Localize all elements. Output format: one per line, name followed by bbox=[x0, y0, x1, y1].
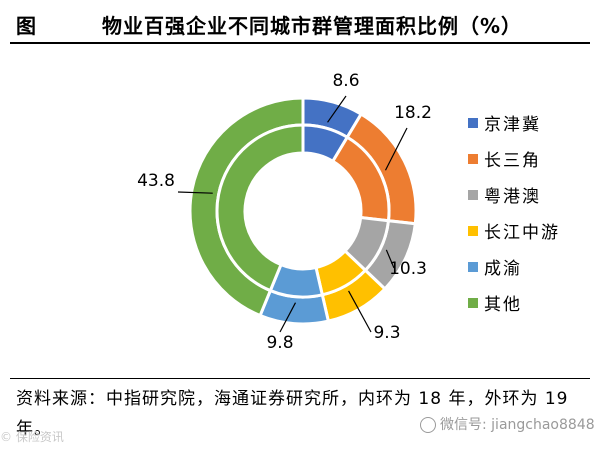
inner-ring-slice-5 bbox=[215, 123, 305, 293]
legend-label-0: 京津冀 bbox=[484, 115, 541, 135]
legend-swatch-4 bbox=[468, 262, 478, 272]
source-note: 资料来源：中指研究院，海通证券研究所，内环为 18 年，外环为 19 年。 bbox=[16, 389, 569, 439]
legend-item-3: 长江中游 bbox=[466, 214, 596, 250]
legend-label-4: 成渝 bbox=[484, 259, 522, 279]
data-label-3: 9.3 bbox=[373, 323, 400, 343]
legend-swatch-1 bbox=[468, 154, 478, 164]
leader-line-5 bbox=[177, 191, 213, 194]
chart-legend: 京津冀长三角粤港澳长江中游成渝其他 bbox=[466, 106, 596, 322]
legend-item-0: 京津冀 bbox=[466, 106, 596, 142]
leader-line-3 bbox=[348, 290, 372, 333]
legend-swatch-3 bbox=[468, 226, 478, 236]
legend-label-3: 长江中游 bbox=[484, 223, 560, 243]
title-divider bbox=[10, 42, 590, 44]
figure-title: 物业百强企业不同城市群管理面积比例（%） bbox=[102, 14, 523, 38]
figure-tag: 图 bbox=[16, 14, 38, 38]
legend-swatch-5 bbox=[468, 298, 478, 308]
data-label-5: 43.8 bbox=[137, 171, 175, 191]
legend-item-4: 成渝 bbox=[466, 250, 596, 286]
donut-chart: 8.6 18.2 10.3 9.3 9.8 43.8 bbox=[137, 71, 432, 353]
legend-swatch-0 bbox=[468, 118, 478, 128]
legend-swatch-2 bbox=[468, 190, 478, 200]
watermark-right-text: 微信号: jiangchao8848 bbox=[440, 417, 595, 433]
legend-item-1: 长三角 bbox=[466, 142, 596, 178]
wechat-icon bbox=[420, 417, 436, 433]
leader-line-2 bbox=[385, 249, 395, 269]
leader-line-0 bbox=[327, 95, 347, 123]
title-row: 图 物业百强企业不同城市群管理面积比例（%） bbox=[10, 6, 590, 38]
data-label-2: 10.3 bbox=[389, 259, 427, 279]
legend-label-2: 粤港澳 bbox=[484, 187, 541, 207]
data-label-1: 18.2 bbox=[394, 103, 432, 123]
source-divider bbox=[10, 378, 590, 379]
legend-item-2: 粤港澳 bbox=[466, 178, 596, 214]
watermark-right: 微信号: jiangchao8848 bbox=[420, 414, 595, 434]
leader-line-4 bbox=[279, 302, 297, 333]
leader-line-1 bbox=[384, 127, 408, 171]
legend-label-5: 其他 bbox=[484, 295, 522, 315]
legend-item-5: 其他 bbox=[466, 286, 596, 322]
data-label-4: 9.8 bbox=[266, 333, 293, 353]
data-label-0: 8.6 bbox=[332, 71, 359, 91]
watermark-left: © 保险资讯 bbox=[0, 430, 64, 444]
legend-label-1: 长三角 bbox=[484, 151, 541, 171]
